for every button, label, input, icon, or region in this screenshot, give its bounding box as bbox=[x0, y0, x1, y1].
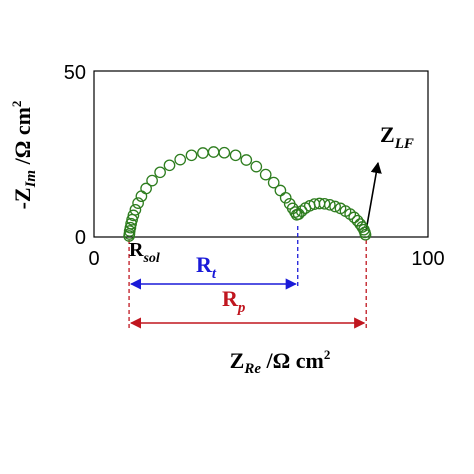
rt-label: Rt bbox=[196, 252, 217, 282]
data-point bbox=[344, 208, 357, 220]
zlf-label: ZLF bbox=[380, 122, 414, 152]
data-point bbox=[185, 149, 198, 162]
data-point bbox=[318, 197, 331, 210]
plot-frame bbox=[93, 70, 429, 238]
x-axis-label: ZRe /Ω cm2 bbox=[230, 347, 331, 377]
data-point bbox=[279, 191, 292, 204]
data-point bbox=[218, 146, 231, 159]
data-point bbox=[329, 200, 341, 213]
data-point bbox=[124, 221, 137, 234]
data-point bbox=[267, 176, 280, 189]
x-tick-100: 100 bbox=[411, 248, 444, 270]
data-point bbox=[146, 174, 158, 187]
rp-label: Rp bbox=[222, 286, 246, 316]
data-point bbox=[356, 221, 369, 233]
data-point bbox=[295, 205, 308, 217]
data-point bbox=[129, 203, 142, 216]
rsol-label: Rsol bbox=[129, 239, 160, 266]
annotation-guides bbox=[128, 161, 382, 330]
data-point bbox=[132, 197, 144, 209]
data-point bbox=[154, 166, 166, 179]
data-point bbox=[250, 160, 263, 173]
data-point bbox=[240, 154, 253, 166]
y-tick-50: 50 bbox=[64, 62, 86, 84]
x-tick-0: 0 bbox=[88, 248, 99, 270]
data-point bbox=[197, 147, 209, 159]
data-point bbox=[140, 182, 152, 195]
y-axis-label: -ZIm /Ω cm2 bbox=[9, 101, 39, 210]
y-tick-0: 0 bbox=[75, 227, 86, 249]
zlf-arrow bbox=[365, 161, 382, 232]
data-point bbox=[359, 228, 372, 241]
data-series bbox=[123, 146, 372, 242]
data-point bbox=[292, 208, 305, 220]
data-point bbox=[259, 168, 272, 181]
data-point bbox=[274, 184, 287, 197]
data-point bbox=[229, 149, 242, 162]
data-point bbox=[348, 211, 361, 224]
data-point bbox=[207, 146, 220, 158]
data-point bbox=[163, 159, 176, 172]
data-point bbox=[323, 198, 336, 211]
data-point bbox=[127, 209, 140, 222]
data-point bbox=[174, 153, 187, 166]
